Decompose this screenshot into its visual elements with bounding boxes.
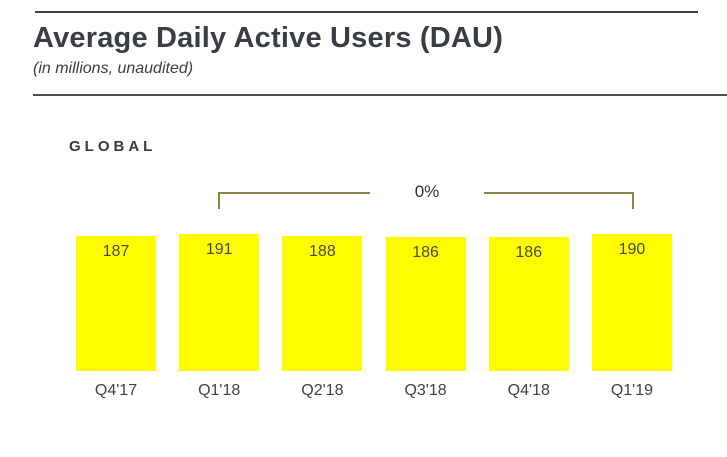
- x-axis-label: Q4'17: [94, 382, 138, 399]
- section-label-global: GLOBAL: [69, 138, 157, 155]
- header-divider: [33, 94, 727, 96]
- bar-value-label: 186: [515, 244, 543, 262]
- bracket-right-segment: [484, 192, 634, 209]
- top-rule: [35, 11, 698, 13]
- bar: 187: [76, 236, 156, 371]
- x-axis-label: Q1'18: [198, 382, 241, 399]
- bar-value-label: 186: [412, 244, 439, 262]
- x-axis-label: Q2'18: [301, 382, 344, 399]
- bar: 188: [282, 235, 363, 371]
- bracket-left-segment: [218, 192, 370, 209]
- bar: 191: [179, 233, 260, 371]
- bar-value-label: 188: [309, 242, 336, 260]
- bar: 190: [591, 234, 672, 371]
- bars: 187 191 188 186 186 190: [76, 160, 672, 371]
- bar-value-label: 190: [618, 241, 646, 259]
- bar-value-label: 187: [102, 243, 130, 261]
- chart-subtitle: (in millions, unaudited): [33, 60, 194, 77]
- growth-percentage-label: 0%: [414, 182, 440, 201]
- x-axis-label: Q1'19: [610, 382, 654, 399]
- x-axis-label: Q3'18: [404, 382, 447, 399]
- bar: 186: [488, 237, 569, 371]
- chart-title: Average Daily Active Users (DAU): [33, 22, 504, 54]
- bar: 186: [385, 237, 466, 371]
- bar-value-label: 191: [205, 240, 233, 258]
- x-axis-labels: Q4'17 Q1'18 Q2'18 Q3'18 Q4'18 Q1'19: [76, 382, 672, 400]
- x-axis-label: Q4'18: [507, 382, 550, 399]
- growth-annotation: 0%: [218, 182, 634, 209]
